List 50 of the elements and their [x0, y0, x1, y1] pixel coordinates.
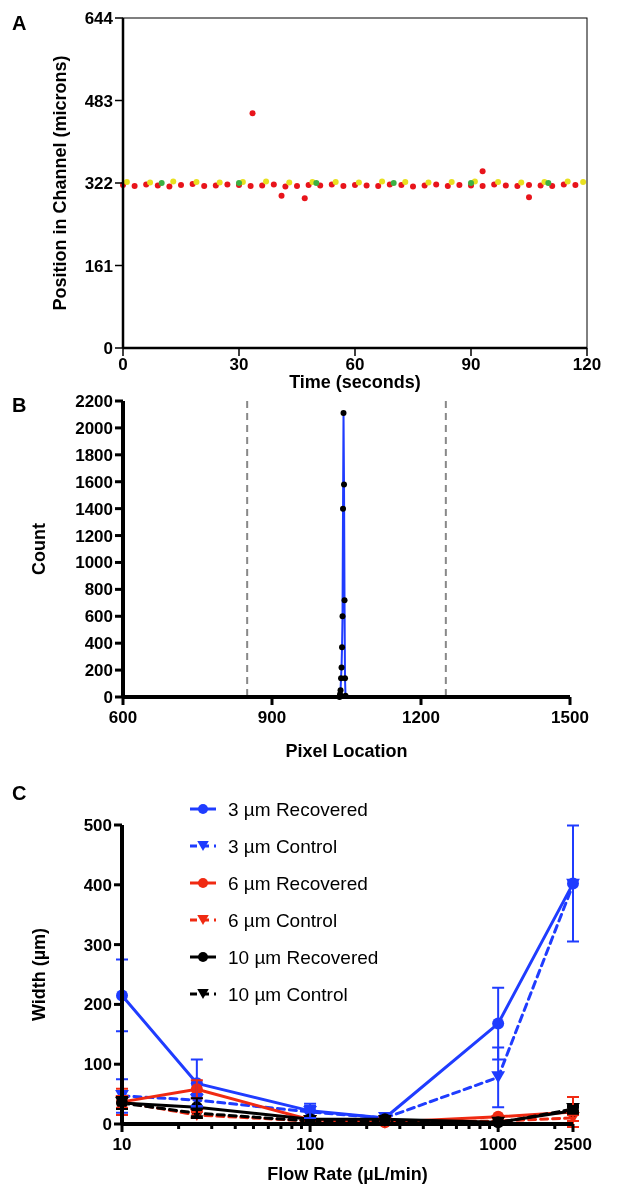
- x-tick-label: 100: [295, 1135, 325, 1154]
- y-axis-title: Width (µm): [29, 927, 49, 1022]
- x-tick-label: 90: [461, 355, 481, 374]
- x-tick-label: 30: [229, 355, 249, 374]
- y-tick-label: 644: [84, 9, 114, 28]
- y-axis-title: Count: [29, 523, 49, 575]
- y-tick-label: 483: [84, 91, 113, 111]
- x-tick-label: 1500: [551, 708, 589, 727]
- y-tick-label: 1200: [75, 526, 113, 546]
- y-tick-label: 100: [83, 1055, 112, 1075]
- y-tick-label: 1800: [75, 445, 113, 465]
- y-tick-label: 1000: [75, 553, 113, 573]
- y-tick-label: 500: [83, 816, 112, 835]
- legend-label: 10 µm Recovered: [228, 947, 379, 968]
- y-tick-label: 322: [84, 174, 113, 193]
- legend-label: 3 µm Recovered: [228, 799, 368, 820]
- y-tick-label: 400: [84, 634, 113, 654]
- x-tick-label: 1000: [479, 1135, 518, 1154]
- y-tick-label: 600: [84, 607, 113, 627]
- y-tick-label: 400: [83, 875, 112, 895]
- legend-label: 6 µm Control: [228, 910, 338, 931]
- x-tick-label: 120: [572, 355, 602, 374]
- chart-title: A: [12, 12, 27, 34]
- x-tick-label: 900: [257, 708, 287, 727]
- y-tick-label: 2200: [75, 392, 113, 411]
- x-axis-title: Flow Rate (µL/min): [267, 1164, 428, 1184]
- y-tick-label: 800: [84, 580, 113, 600]
- y-tick-label: 1400: [75, 499, 113, 519]
- x-axis-title: Pixel Location: [285, 741, 408, 761]
- y-tick-label: 1600: [75, 472, 113, 492]
- x-tick-label: 10: [112, 1135, 132, 1154]
- x-axis-title: Time (seconds): [289, 372, 421, 392]
- y-tick-label: 2000: [75, 418, 113, 438]
- legend-label: 6 µm Recovered: [228, 873, 368, 894]
- x-tick-label: 60: [345, 355, 365, 374]
- x-tick-label: 0: [118, 355, 128, 374]
- y-tick-label: 200: [83, 995, 112, 1015]
- x-tick-label: 1200: [402, 708, 440, 727]
- legend-label: 3 µm Control: [228, 836, 338, 857]
- chart-title: C: [12, 782, 27, 804]
- y-tick-label: 0: [103, 339, 113, 358]
- y-tick-label: 200: [84, 661, 113, 681]
- x-tick-label: 2500: [554, 1135, 592, 1154]
- chart-title: B: [12, 394, 27, 416]
- y-tick-label: 0: [103, 688, 113, 707]
- legend-label: 10 µm Control: [228, 984, 348, 1005]
- y-tick-label: 300: [83, 935, 112, 955]
- y-axis-title: Position in Channel (microns): [50, 55, 70, 311]
- y-tick-label: 161: [84, 256, 113, 276]
- y-tick-label: 0: [102, 1115, 112, 1134]
